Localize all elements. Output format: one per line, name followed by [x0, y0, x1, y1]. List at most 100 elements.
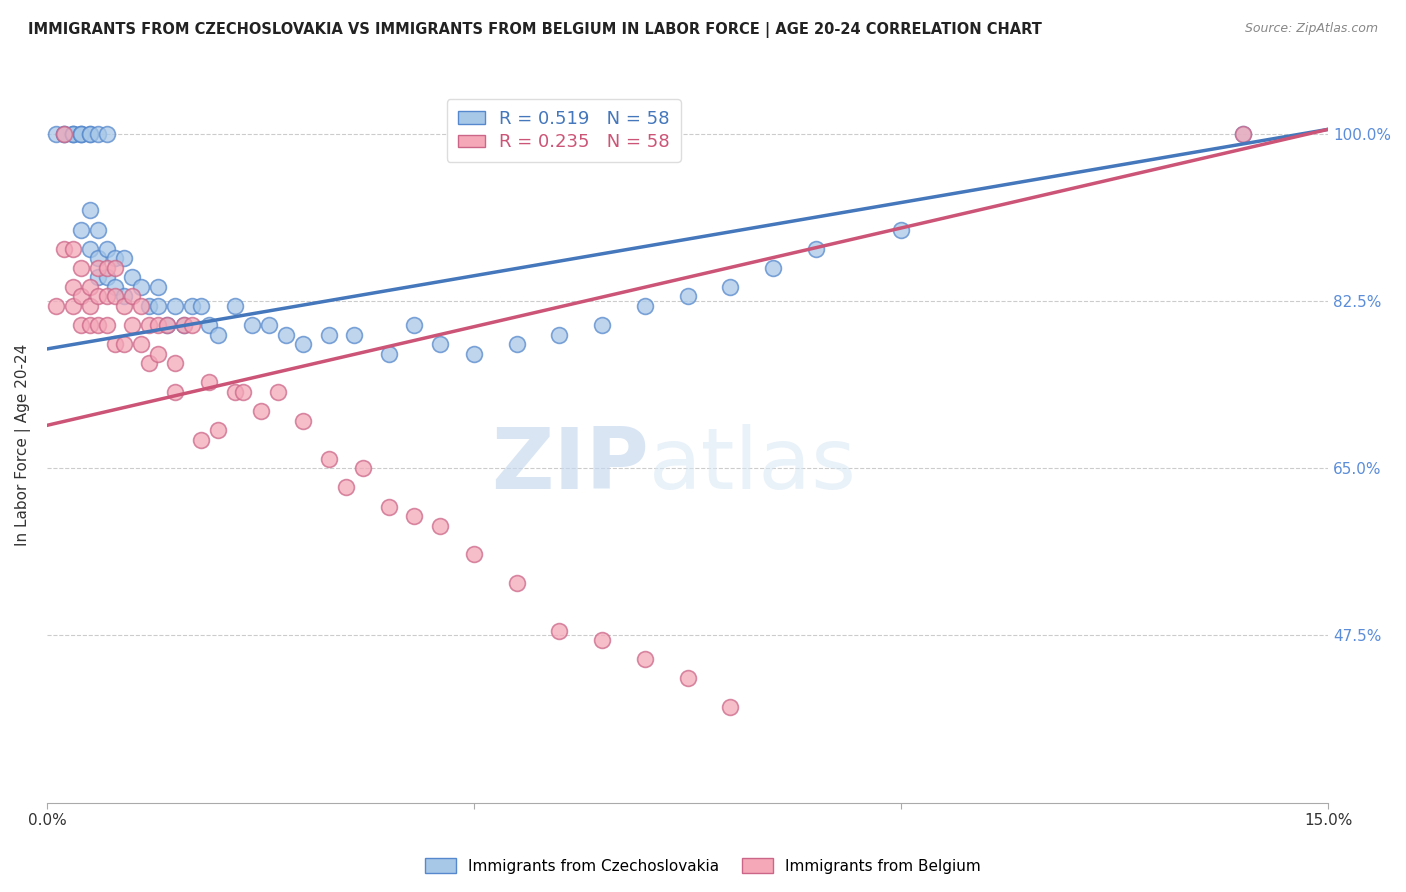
- Point: [292, 413, 315, 427]
- Point: [318, 451, 340, 466]
- Point: [318, 327, 340, 342]
- Point: [70, 127, 93, 141]
- Point: [129, 299, 152, 313]
- Point: [112, 252, 135, 266]
- Point: [548, 327, 571, 342]
- Point: [104, 252, 127, 266]
- Point: [138, 299, 160, 313]
- Point: [181, 299, 204, 313]
- Text: IMMIGRANTS FROM CZECHOSLOVAKIA VS IMMIGRANTS FROM BELGIUM IN LABOR FORCE | AGE 2: IMMIGRANTS FROM CZECHOSLOVAKIA VS IMMIGR…: [28, 22, 1042, 38]
- Point: [70, 289, 93, 303]
- Point: [87, 289, 110, 303]
- Point: [165, 384, 187, 399]
- Point: [70, 318, 93, 332]
- Point: [53, 127, 76, 141]
- Point: [104, 289, 127, 303]
- Point: [146, 347, 169, 361]
- Point: [1232, 127, 1254, 141]
- Point: [70, 127, 93, 141]
- Point: [87, 127, 110, 141]
- Point: [292, 337, 315, 351]
- Point: [70, 222, 93, 236]
- Point: [249, 404, 271, 418]
- Point: [155, 318, 177, 332]
- Point: [634, 652, 657, 666]
- Point: [62, 127, 84, 141]
- Point: [121, 270, 143, 285]
- Point: [718, 280, 741, 294]
- Point: [112, 299, 135, 313]
- Point: [79, 127, 101, 141]
- Point: [112, 289, 135, 303]
- Point: [591, 318, 613, 332]
- Point: [87, 260, 110, 275]
- Point: [429, 337, 451, 351]
- Legend: Immigrants from Czechoslovakia, Immigrants from Belgium: Immigrants from Czechoslovakia, Immigran…: [419, 852, 987, 880]
- Point: [404, 509, 426, 524]
- Point: [890, 222, 912, 236]
- Point: [155, 318, 177, 332]
- Point: [762, 260, 785, 275]
- Point: [335, 480, 357, 494]
- Point: [146, 299, 169, 313]
- Point: [352, 461, 374, 475]
- Point: [87, 318, 110, 332]
- Point: [173, 318, 195, 332]
- Point: [463, 547, 485, 561]
- Point: [79, 280, 101, 294]
- Point: [240, 318, 263, 332]
- Point: [53, 127, 76, 141]
- Point: [190, 299, 212, 313]
- Point: [62, 242, 84, 256]
- Point: [96, 289, 118, 303]
- Point: [190, 433, 212, 447]
- Y-axis label: In Labor Force | Age 20-24: In Labor Force | Age 20-24: [15, 343, 31, 546]
- Point: [165, 299, 187, 313]
- Point: [591, 633, 613, 648]
- Point: [96, 318, 118, 332]
- Point: [266, 384, 288, 399]
- Point: [104, 280, 127, 294]
- Point: [87, 270, 110, 285]
- Point: [207, 327, 229, 342]
- Point: [44, 127, 66, 141]
- Point: [718, 700, 741, 714]
- Point: [96, 260, 118, 275]
- Point: [129, 280, 152, 294]
- Point: [404, 318, 426, 332]
- Legend: R = 0.519   N = 58, R = 0.235   N = 58: R = 0.519 N = 58, R = 0.235 N = 58: [447, 99, 681, 162]
- Point: [198, 318, 221, 332]
- Point: [224, 384, 246, 399]
- Point: [138, 356, 160, 370]
- Point: [96, 127, 118, 141]
- Point: [506, 337, 529, 351]
- Point: [232, 384, 254, 399]
- Point: [377, 347, 399, 361]
- Point: [70, 127, 93, 141]
- Point: [463, 347, 485, 361]
- Point: [96, 270, 118, 285]
- Point: [804, 242, 827, 256]
- Point: [79, 203, 101, 218]
- Point: [146, 318, 169, 332]
- Text: atlas: atlas: [650, 425, 858, 508]
- Point: [121, 289, 143, 303]
- Point: [224, 299, 246, 313]
- Point: [138, 318, 160, 332]
- Point: [377, 500, 399, 514]
- Point: [548, 624, 571, 638]
- Point: [1232, 127, 1254, 141]
- Point: [634, 299, 657, 313]
- Point: [87, 222, 110, 236]
- Point: [121, 318, 143, 332]
- Point: [87, 252, 110, 266]
- Point: [257, 318, 280, 332]
- Point: [62, 127, 84, 141]
- Point: [44, 299, 66, 313]
- Point: [276, 327, 298, 342]
- Point: [70, 260, 93, 275]
- Point: [104, 337, 127, 351]
- Point: [104, 260, 127, 275]
- Text: Source: ZipAtlas.com: Source: ZipAtlas.com: [1244, 22, 1378, 36]
- Point: [506, 575, 529, 590]
